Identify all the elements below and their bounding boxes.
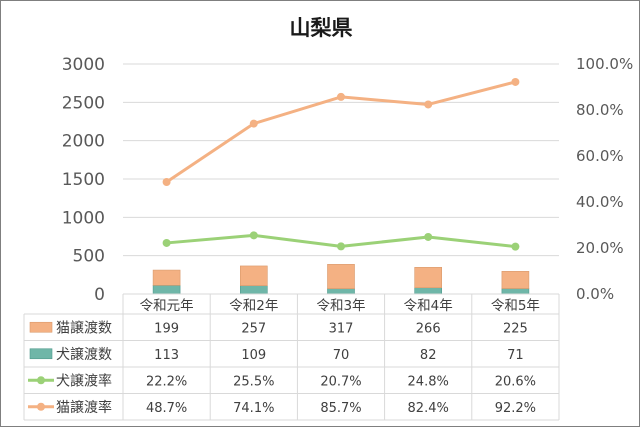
category-label: 令和元年 [140, 298, 194, 314]
table-row-label: 犬譲渡数 [56, 347, 112, 363]
table-cell: 48.7% [146, 401, 187, 416]
rate-point [424, 100, 433, 109]
legend-key-dog-count [29, 348, 53, 360]
legend-key-cat-count [29, 321, 53, 333]
table-cell: 71 [507, 348, 524, 363]
left-axis: 0 500 1000 1500 2000 2500 3000 [62, 55, 105, 305]
table-cell: 24.8% [408, 374, 449, 389]
right-tick-label: 20.0% [576, 239, 624, 257]
left-tick-label: 3000 [62, 55, 105, 75]
rate-point [249, 119, 258, 128]
rate-point [162, 177, 171, 186]
left-tick-label: 1000 [62, 208, 105, 228]
category-label: 令和2年 [229, 298, 278, 314]
table-cell: 22.2% [146, 374, 187, 389]
bars [152, 264, 530, 295]
table-cell: 109 [241, 348, 266, 363]
dog-bar [501, 288, 530, 295]
table-row-label: 猫譲渡率 [56, 399, 112, 416]
table-cell: 70 [333, 348, 350, 363]
rate-point [511, 242, 520, 251]
rate-point [337, 92, 345, 101]
right-tick-label: 80.0% [576, 101, 624, 119]
table-cell: 225 [503, 321, 528, 336]
rate-point [424, 232, 433, 241]
table-cell: 82 [420, 348, 437, 363]
table-cell: 199 [154, 321, 179, 336]
dog-bar [327, 288, 355, 295]
table-cell: 74.1% [233, 401, 274, 416]
right-tick-label: 100.0% [576, 55, 633, 73]
left-tick-label: 500 [73, 247, 105, 267]
left-tick-label: 2000 [62, 132, 105, 152]
table-cell: 266 [416, 321, 441, 336]
table-cell: 82.4% [408, 401, 449, 416]
cat-bar [414, 267, 443, 289]
table-cell: 20.6% [495, 374, 536, 389]
table-cell: 85.7% [320, 401, 361, 416]
cat-bar [327, 264, 355, 289]
table-cell: 113 [154, 348, 179, 363]
table-row-label: 猫譲渡数 [56, 320, 112, 336]
cat-bar [501, 271, 530, 289]
gridlines [123, 63, 559, 257]
category-label: 令和4年 [404, 298, 453, 314]
category-label: 令和5年 [491, 298, 540, 314]
table-row-label: 犬譲渡率 [56, 372, 112, 389]
dog-bar [152, 285, 181, 295]
left-tick-label: 0 [94, 285, 105, 305]
right-axis: 0.0% 20.0% 40.0% 60.0% 80.0% 100.0% [576, 55, 633, 303]
left-tick-label: 1500 [62, 170, 105, 190]
table-cell: 317 [329, 321, 354, 336]
right-tick-label: 0.0% [576, 285, 614, 303]
rate-lines [162, 77, 520, 251]
table-cell: 257 [241, 321, 266, 336]
dog-bar [414, 287, 443, 295]
cat-bar [152, 269, 181, 286]
legend-key-dog-rate-marker [37, 376, 45, 385]
rate-point [249, 231, 258, 240]
rate-point [337, 242, 345, 251]
table-cell: 20.7% [320, 374, 361, 389]
table-cell: 92.2% [495, 401, 536, 416]
chart-title: 山梨県 [290, 16, 353, 40]
cat-bar [240, 265, 268, 286]
rate-point [162, 238, 171, 247]
category-label: 令和3年 [316, 298, 365, 314]
left-tick-label: 2500 [62, 93, 105, 113]
table-cell: 25.5% [233, 374, 274, 389]
dog-bar [240, 285, 268, 295]
legend-key-cat-rate-marker [37, 402, 45, 411]
right-tick-label: 40.0% [576, 193, 624, 211]
rate-point [511, 77, 520, 86]
right-tick-label: 60.0% [576, 147, 624, 165]
